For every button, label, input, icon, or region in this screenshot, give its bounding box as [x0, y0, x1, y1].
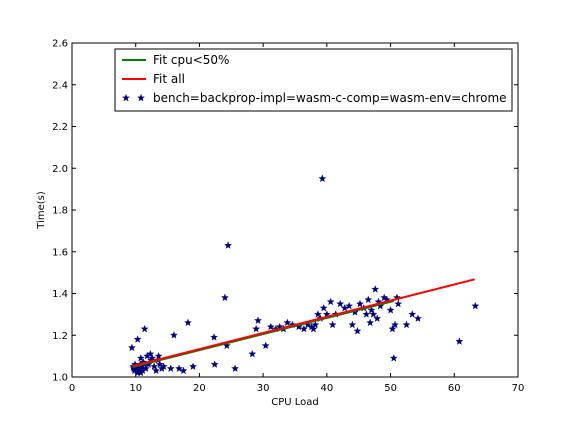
- y-tick-label: 1.4: [52, 289, 68, 300]
- scatter-point: [386, 306, 395, 314]
- scatter-point: [133, 335, 142, 343]
- scatter-point: [326, 297, 335, 306]
- fit-lines: [132, 278, 475, 368]
- scatter-point: [231, 364, 240, 373]
- scatter-point: [283, 318, 292, 327]
- x-axis: 0 10 20 30 40 50 60 70: [69, 43, 525, 394]
- scatter-point: [345, 301, 354, 310]
- scatter-point: [309, 324, 318, 333]
- scatter-point: [127, 343, 136, 352]
- y-tick-label: 2.4: [52, 80, 68, 91]
- scatter-point: [353, 326, 362, 335]
- scatter-point: [220, 293, 229, 302]
- scatter-point: [152, 366, 161, 375]
- scatter-point: [373, 314, 382, 322]
- scatter-point: [471, 301, 480, 310]
- scatter-point: [408, 310, 417, 318]
- scatter-point: [169, 331, 178, 339]
- scatter-point: [179, 366, 188, 375]
- scatter-point: [389, 354, 398, 362]
- scatter-point: [141, 364, 150, 373]
- scatter-point: [140, 324, 149, 333]
- legend-label-fit-cpu: Fit cpu<50%: [153, 53, 229, 67]
- x-axis-label: CPU Load: [271, 397, 319, 408]
- x-tick-label: 30: [257, 383, 270, 394]
- scatter-point: [189, 362, 198, 370]
- legend-swatch-scatter: [122, 93, 145, 102]
- legend-star: [122, 93, 130, 102]
- scatter-point: [136, 354, 145, 362]
- scatter-point: [413, 314, 422, 322]
- legend-label-scatter: bench=backprop-impl=wasm-c-comp=wasm-env…: [153, 91, 507, 105]
- scatter-point: [367, 306, 376, 314]
- scatter-point: [210, 333, 219, 341]
- scatter-point: [210, 360, 219, 368]
- fit-line: [132, 278, 475, 368]
- scatter-point: [299, 324, 308, 333]
- legend: Fit cpu<50% Fit all bench=backprop-impl=…: [114, 48, 513, 112]
- y-tick-label: 1.8: [52, 206, 68, 217]
- scatter-point: [166, 364, 175, 373]
- scatter-point: [261, 341, 270, 350]
- scatter-point: [146, 349, 155, 358]
- x-tick-label: 10: [129, 383, 142, 394]
- x-tick-label: 60: [448, 383, 461, 394]
- scatter-point: [348, 320, 357, 329]
- scatter-point: [318, 174, 327, 183]
- y-tick-label: 2.6: [52, 39, 68, 50]
- scatter-point: [340, 303, 349, 312]
- scatter-point: [319, 303, 328, 312]
- scatter-point: [394, 299, 403, 308]
- scatter-point: [175, 364, 184, 373]
- scatter-point: [313, 310, 322, 318]
- scatter-point: [356, 299, 364, 308]
- scatter-point: [402, 320, 411, 329]
- x-tick-label: 40: [320, 383, 333, 394]
- scatter-point: [455, 337, 464, 345]
- scatter-point: [391, 320, 400, 329]
- legend-box: [114, 48, 513, 112]
- scatter-point: [155, 360, 164, 368]
- scatter-point: [150, 362, 159, 370]
- legend-star: [137, 93, 145, 102]
- x-tick-label: 20: [193, 383, 206, 394]
- scatter-point: [366, 318, 375, 327]
- scatter-point: [328, 320, 337, 329]
- scatter-point: [248, 349, 257, 358]
- scatter-point: [336, 299, 345, 308]
- x-tick-label: 0: [69, 383, 75, 394]
- y-tick-label: 1.0: [52, 373, 68, 384]
- x-tick-label: 70: [512, 383, 525, 394]
- y-tick-label: 2.0: [52, 164, 68, 175]
- scatter-point: [364, 295, 373, 304]
- scatter-point: [311, 320, 320, 329]
- y-tick-label: 1.2: [52, 331, 68, 342]
- scatter-point: [183, 318, 192, 327]
- y-tick-label: 1.6: [52, 247, 68, 258]
- scatter-point: [388, 324, 397, 333]
- scatter-point: [369, 310, 378, 318]
- y-tick-label: 2.2: [52, 122, 68, 133]
- legend-label-fit-all: Fit all: [153, 72, 185, 86]
- scatter-point: [254, 316, 263, 325]
- x-tick-label: 50: [384, 383, 397, 394]
- scatter-point: [371, 285, 380, 293]
- y-axis-label: Time(s): [36, 191, 47, 230]
- scatter-point: [159, 362, 168, 370]
- y-axis: 1.0 1.2 1.4 1.6 1.8 2.0 2.2 2.4 2.6: [52, 39, 518, 384]
- scatter-point: [362, 310, 371, 318]
- scatter-point: [252, 324, 261, 333]
- scatter-point: [224, 241, 233, 249]
- scatter-point: [154, 351, 163, 360]
- scatter-point: [266, 322, 275, 331]
